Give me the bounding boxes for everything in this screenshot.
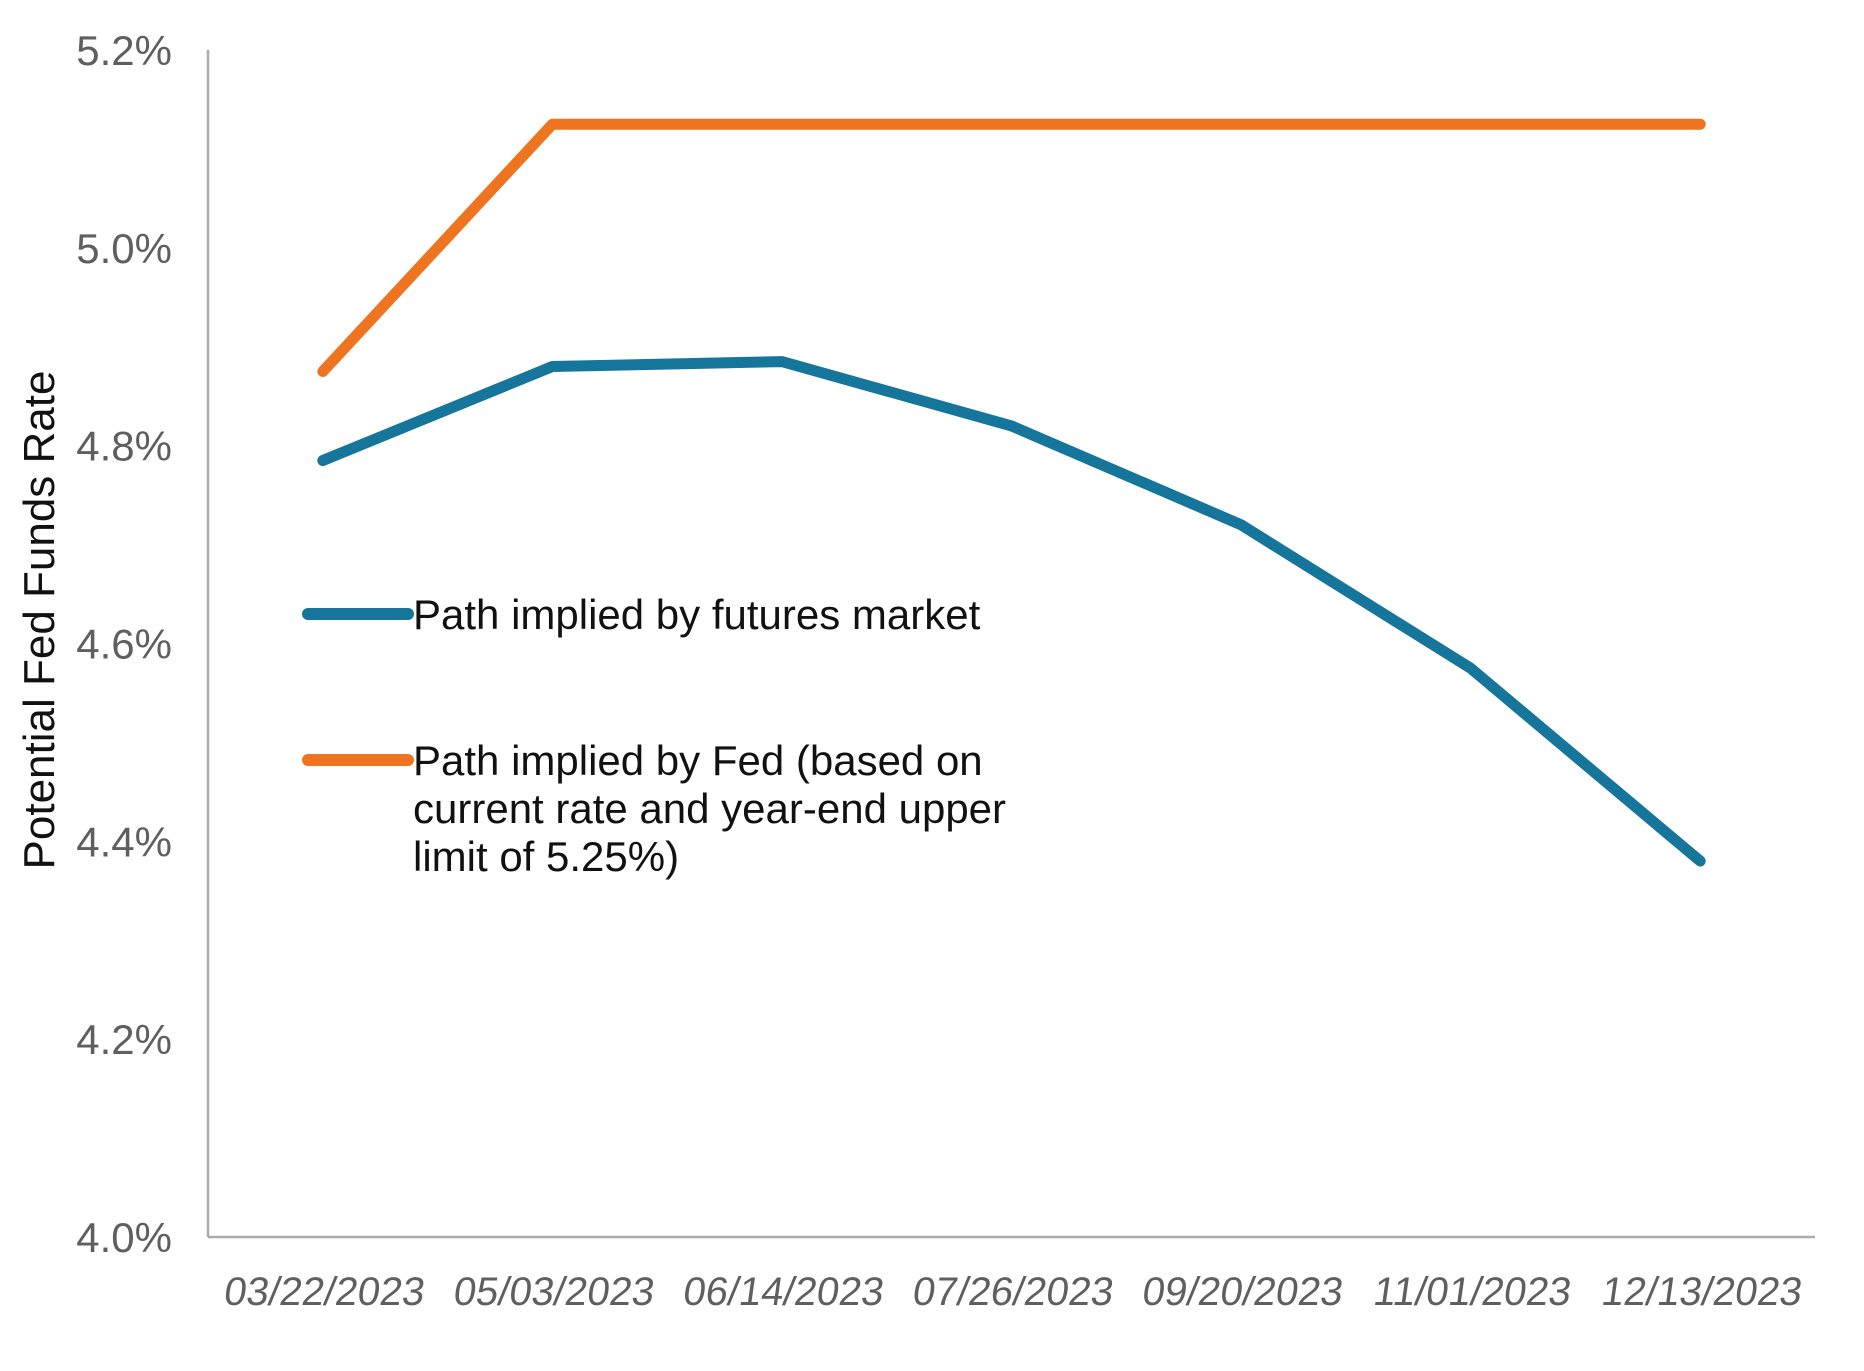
x-tick-label: 06/14/2023 — [681, 1269, 887, 1314]
y-tick-label: 4.4% — [76, 818, 172, 865]
legend-label-line: limit of 5.25%) — [413, 833, 679, 880]
x-tick-label: 09/20/2023 — [1140, 1269, 1346, 1314]
x-tick-label: 05/03/2023 — [451, 1269, 657, 1314]
series-line-futures-market — [317, 356, 1706, 867]
x-tick-label: 12/13/2023 — [1599, 1269, 1805, 1314]
legend-label-line: Path implied by futures market — [413, 591, 981, 638]
y-tick-label: 5.2% — [76, 27, 172, 74]
x-tick-label: 07/26/2023 — [910, 1269, 1116, 1314]
legend-label-line: current rate and year-end upper — [413, 785, 1006, 832]
x-tick-label: 11/01/2023 — [1371, 1269, 1574, 1314]
legend-label-line: Path implied by Fed (based on — [413, 737, 983, 784]
x-tick-label: 03/22/2023 — [221, 1269, 427, 1314]
y-tick-label: 5.0% — [76, 225, 172, 272]
y-tick-label: 4.2% — [76, 1016, 172, 1063]
y-tick-label: 4.0% — [76, 1214, 172, 1261]
y-tick-label: 4.6% — [76, 621, 172, 668]
y-axis-title: Potential Fed Funds Rate — [15, 370, 64, 870]
series-line-fed-path — [317, 118, 1706, 377]
y-tick-label: 4.8% — [76, 423, 172, 470]
